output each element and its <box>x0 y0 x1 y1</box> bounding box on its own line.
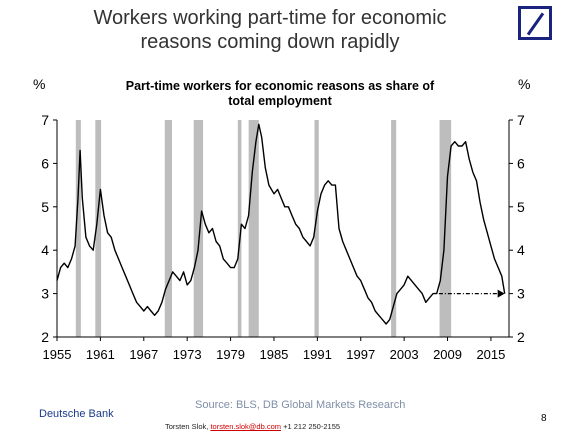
recession-band <box>75 120 81 337</box>
y-tick-label-left: 2 <box>41 329 49 345</box>
x-tick-label: 1955 <box>43 347 72 362</box>
x-tick-label: 1985 <box>259 347 288 362</box>
y-tick-label-left: 7 <box>41 112 49 128</box>
recession-band <box>237 120 242 337</box>
y-tick-label-right: 3 <box>517 286 525 302</box>
slide-title-line-2: reasons coming down rapidly <box>140 31 400 53</box>
x-tick-label: 2003 <box>390 347 419 362</box>
chart-title-line-1: Part-time workers for economic reasons a… <box>125 79 435 93</box>
recession-band <box>95 120 102 337</box>
chart-title: Part-time workers for economic reasons a… <box>80 79 480 109</box>
y-tick-label-right: 4 <box>517 242 525 258</box>
deutsche-bank-logo-icon <box>518 6 552 40</box>
chart-title-line-2: total employment <box>228 94 332 108</box>
footer-brand: Deutsche Bank <box>39 408 114 420</box>
recession-band <box>248 120 259 337</box>
y-axis-unit-right: % <box>518 76 531 92</box>
series-line <box>56 123 506 325</box>
x-tick-label: 1973 <box>173 347 202 362</box>
y-axis-unit-left: % <box>33 76 46 92</box>
recession-band <box>193 120 204 337</box>
slide-title: Workers working part-time for economic r… <box>40 6 500 54</box>
y-tick-label-right: 2 <box>517 329 525 345</box>
contact-name: Torsten Slok, <box>165 422 209 431</box>
y-tick-label-right: 5 <box>517 199 525 215</box>
slide-title-line-1: Workers working part-time for economic <box>93 7 447 29</box>
contact-email-link[interactable]: torsten.slok@db.com <box>210 422 282 431</box>
page-number: 8 <box>541 413 547 424</box>
x-tick-label: 1997 <box>346 347 375 362</box>
recession-band <box>391 120 397 337</box>
y-tick-label-left: 5 <box>41 199 49 215</box>
x-tick-label: 1991 <box>303 347 332 362</box>
x-tick-label: 2009 <box>433 347 462 362</box>
annotation-arrowhead <box>497 289 505 298</box>
contact-phone: +1 212 250-2155 <box>283 422 341 431</box>
y-tick-label-right: 6 <box>517 155 525 171</box>
x-tick-label: 2015 <box>476 347 505 362</box>
recession-band <box>314 120 319 337</box>
y-tick-label-left: 4 <box>41 242 49 258</box>
y-tick-label-left: 3 <box>41 286 49 302</box>
y-tick-label-right: 7 <box>517 112 525 128</box>
x-tick-label: 1979 <box>216 347 245 362</box>
recession-band <box>164 120 172 337</box>
footer-contact: Torsten Slok, torsten.slok@db.com +1 212… <box>165 422 340 431</box>
x-tick-label: 1961 <box>86 347 115 362</box>
source-note: Source: BLS, DB Global Markets Research <box>195 399 406 411</box>
x-tick-label: 1967 <box>129 347 158 362</box>
y-tick-label-left: 6 <box>41 155 49 171</box>
